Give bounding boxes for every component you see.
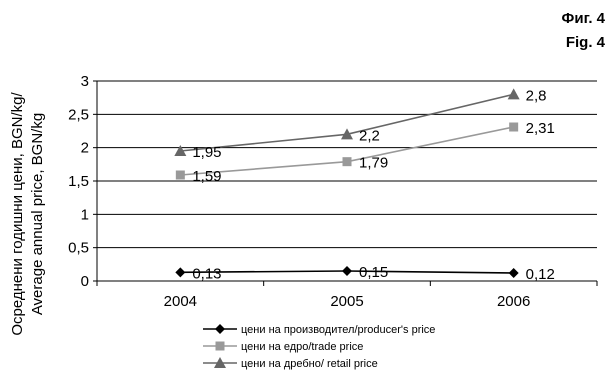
y-tick-label: 0	[81, 273, 89, 290]
y-axis-label-line2: Average annual price, BGN/kg	[29, 113, 46, 315]
y-tick-label: 1	[81, 206, 89, 223]
y-tick-label: 2	[81, 140, 89, 157]
figure-label-bg: Фиг. 4	[561, 10, 605, 27]
x-tick-label: 2005	[330, 293, 363, 310]
data-point-triangle	[341, 128, 353, 140]
y-tick-label: 1,5	[68, 173, 89, 190]
legend-marker	[215, 324, 225, 334]
legend-entry: цени на едро/trade price	[241, 341, 363, 353]
data-point-triangle	[507, 88, 520, 100]
data-point-diamond	[175, 267, 186, 278]
series-lines	[174, 88, 520, 278]
y-axis-label: Осреднени годишни цени, BGN/kg/ Average …	[9, 92, 46, 336]
tick-labels: 0 0,5 1 1,5 2 2,5 3 2004 2005 2006	[68, 73, 530, 310]
data-label: 1,95	[192, 144, 221, 161]
y-axis-label-line1: Осреднени годишни цени, BGN/kg/	[9, 92, 26, 336]
x-tick-label: 2004	[164, 293, 197, 310]
data-label: 1,79	[359, 155, 388, 172]
x-tick-label: 2006	[497, 293, 530, 310]
data-point-triangle	[174, 145, 187, 156]
legend-marker	[214, 357, 226, 368]
axes	[93, 80, 598, 286]
data-label: 2,31	[526, 120, 555, 137]
series-line	[180, 93, 514, 152]
data-point-diamond	[342, 266, 352, 276]
data-point-diamond	[508, 268, 519, 278]
data-point-square	[342, 157, 352, 167]
data-label: 2,8	[526, 87, 547, 104]
data-label: 0,12	[526, 266, 555, 283]
data-labels: 0,13 0,15 0,12 1,59 1,79 2,31 1,95 2,2 2,8	[192, 87, 555, 283]
data-label: 2,2	[359, 127, 380, 144]
y-tick-label: 3	[81, 73, 89, 90]
data-label: 0,15	[359, 264, 388, 281]
data-point-square	[175, 170, 185, 180]
legend: цени на производител/producer's price цен…	[203, 324, 435, 370]
data-label: 1,59	[192, 168, 221, 185]
legend-marker	[215, 341, 225, 351]
figure-label-en: Fig. 4	[565, 34, 605, 51]
legend-entry: цени на производител/producer's price	[241, 324, 435, 336]
y-tick-label: 2,5	[68, 106, 89, 123]
data-label: 0,13	[192, 265, 221, 282]
legend-entry: цени на дребно/ retail price	[241, 358, 378, 370]
data-point-square	[509, 122, 519, 132]
y-tick-label: 0,5	[68, 240, 89, 257]
